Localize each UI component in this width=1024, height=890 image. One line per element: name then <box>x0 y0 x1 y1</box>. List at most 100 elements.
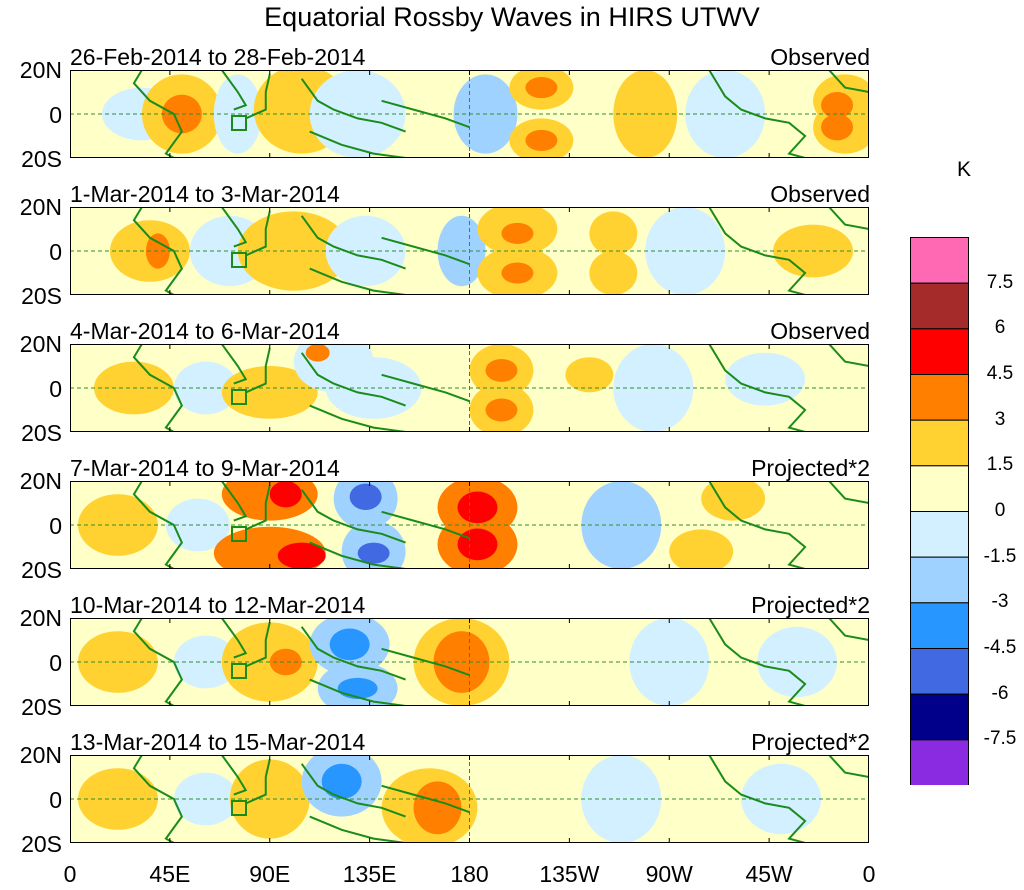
contour-region <box>433 631 490 693</box>
contour-region <box>581 755 662 843</box>
latitude-label: 0 <box>49 513 62 539</box>
panel-date-range: 7-Mar-2014 to 9-Mar-2014 <box>70 455 340 481</box>
region-box <box>231 800 247 816</box>
contour-region <box>485 398 518 422</box>
coastline <box>381 510 470 540</box>
coastline <box>245 74 271 120</box>
contour-region <box>77 631 158 693</box>
panel-type-label: Projected*2 <box>751 592 870 618</box>
contour-region <box>457 491 498 524</box>
map-panel: 7-Mar-2014 to 9-Mar-2014 Projected*2 20N 0 2… <box>0 455 900 595</box>
coastline <box>708 344 807 432</box>
colorbar-segment <box>910 419 969 467</box>
coastline <box>828 207 869 230</box>
coastline <box>708 207 807 295</box>
coastline <box>381 236 470 266</box>
panel-date-range: 10-Mar-2014 to 12-Mar-2014 <box>70 592 366 618</box>
coastline <box>708 618 807 706</box>
coastline <box>828 344 869 367</box>
colorbar-label: -3 <box>991 591 1009 613</box>
region-box <box>231 115 247 131</box>
contour-region <box>645 207 726 295</box>
region-box <box>231 252 247 268</box>
contour-region <box>437 215 486 287</box>
contour-region <box>357 542 390 564</box>
panel-type-label: Observed <box>770 318 870 344</box>
coastline <box>221 481 248 522</box>
coastline <box>309 541 406 569</box>
coastline <box>300 626 406 681</box>
coastline <box>245 485 271 531</box>
colorbar-label: 1.5 <box>986 454 1014 476</box>
coastline <box>132 481 184 569</box>
colorbar-segment <box>910 556 969 604</box>
colorbar-segment <box>910 282 969 330</box>
coastline <box>828 618 869 641</box>
coastline <box>828 755 869 778</box>
map-panel: 4-Mar-2014 to 6-Mar-2014 Observed 20N 0 20S <box>0 318 900 458</box>
contour-region <box>589 211 638 256</box>
coastline <box>828 70 869 93</box>
latitude-label: 20S <box>21 831 62 857</box>
colorbar-segment <box>910 602 969 650</box>
coastline <box>381 647 470 677</box>
latitude-label: 0 <box>49 102 62 128</box>
coastline <box>300 763 406 818</box>
colorbar-label: -6 <box>991 682 1009 704</box>
latitude-label: 20S <box>21 557 62 583</box>
contour-region <box>685 70 766 158</box>
contour-region <box>581 481 662 569</box>
contour-region <box>525 77 558 99</box>
longitude-label: 135W <box>539 861 600 887</box>
region-box <box>231 389 247 405</box>
coastline <box>132 618 184 706</box>
longitude-label: 180 <box>450 861 489 887</box>
coastline <box>708 481 807 569</box>
coastline <box>309 130 406 158</box>
panel-date-range: 1-Mar-2014 to 3-Mar-2014 <box>70 181 340 207</box>
latitude-label: 20S <box>21 694 62 720</box>
contour-region <box>565 357 614 393</box>
contour-region <box>321 763 362 799</box>
contour-region <box>629 618 710 706</box>
panel-date-range: 13-Mar-2014 to 15-Mar-2014 <box>70 729 366 755</box>
coastline <box>132 755 184 843</box>
coastline <box>708 70 807 158</box>
colorbar-label: 0 <box>994 500 1006 521</box>
colorbar-segment <box>910 739 969 785</box>
coastline <box>381 99 470 129</box>
contour-map <box>70 618 869 706</box>
latitude-label: 20N <box>19 468 62 494</box>
coastline <box>381 784 470 814</box>
latitude-label: 0 <box>49 239 62 265</box>
contour-region <box>485 358 518 382</box>
contour-region <box>589 251 638 295</box>
contour-region <box>501 262 534 284</box>
contour-region <box>329 628 370 661</box>
colorbar-units: K <box>957 158 972 181</box>
coastline <box>828 481 869 504</box>
coastline <box>300 78 406 133</box>
latitude-label: 0 <box>49 650 62 676</box>
coastline <box>221 344 248 385</box>
coastline <box>132 207 184 295</box>
panel-type-label: Observed <box>770 181 870 207</box>
contour-region <box>277 542 326 569</box>
panel-type-label: Projected*2 <box>751 455 870 481</box>
map-panel: 13-Mar-2014 to 15-Mar-2014 Projected*2 20N… <box>0 729 900 869</box>
coastline <box>309 267 406 295</box>
colorbar-label: 3 <box>994 408 1006 430</box>
contour-region <box>337 677 378 699</box>
coastline <box>245 622 271 668</box>
colorbar-segment <box>910 511 969 558</box>
contour-region <box>725 352 806 406</box>
colorbar <box>910 237 969 785</box>
colorbar-label: 4.5 <box>986 363 1014 384</box>
colorbar-label: 6 <box>994 317 1006 339</box>
coastline <box>381 373 470 403</box>
latitude-label: 20S <box>21 283 62 309</box>
coastline <box>245 348 271 394</box>
contour-map <box>70 70 869 158</box>
contour-map <box>70 755 869 843</box>
contour-map <box>70 344 869 432</box>
